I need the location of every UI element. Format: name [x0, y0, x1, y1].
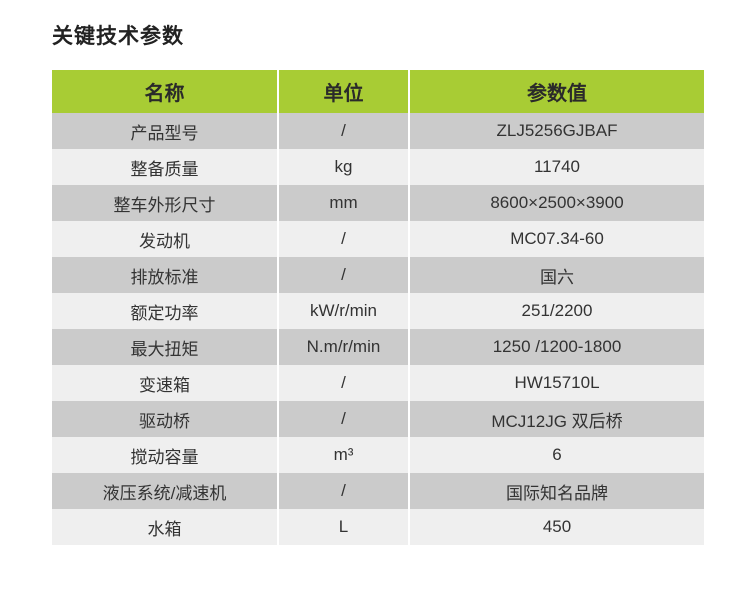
cell-value: 8600×2500×3900	[410, 185, 704, 221]
cell-unit: /	[279, 473, 408, 509]
cell-value: 450	[410, 509, 704, 545]
cell-value: HW15710L	[410, 365, 704, 401]
cell-name: 发动机	[52, 221, 277, 257]
table-row: 排放标准 / 国六	[52, 257, 704, 293]
table-row: 最大扭矩 N.m/r/min 1250 /1200-1800	[52, 329, 704, 365]
cell-unit: N.m/r/min	[279, 329, 408, 365]
cell-unit: /	[279, 401, 408, 437]
cell-value: 11740	[410, 149, 704, 185]
cell-value: 国六	[410, 257, 704, 293]
header-name: 名称	[52, 70, 277, 113]
cell-value: 1250 /1200-1800	[410, 329, 704, 365]
cell-name: 额定功率	[52, 293, 277, 329]
cell-value: 251/2200	[410, 293, 704, 329]
table-row: 发动机 / MC07.34-60	[52, 221, 704, 257]
table-header: 名称 单位 参数值	[52, 70, 704, 113]
cell-unit: L	[279, 509, 408, 545]
cell-name: 液压系统/减速机	[52, 473, 277, 509]
cell-name: 变速箱	[52, 365, 277, 401]
header-value: 参数值	[410, 70, 704, 113]
table-row: 水箱 L 450	[52, 509, 704, 545]
cell-name: 最大扭矩	[52, 329, 277, 365]
table-row: 产品型号 / ZLJ5256GJBAF	[52, 113, 704, 149]
cell-unit: m³	[279, 437, 408, 473]
cell-name: 搅动容量	[52, 437, 277, 473]
cell-name: 排放标准	[52, 257, 277, 293]
cell-value: MCJ12JG 双后桥	[410, 401, 704, 437]
cell-unit: /	[279, 221, 408, 257]
cell-unit: /	[279, 257, 408, 293]
cell-value: 国际知名品牌	[410, 473, 704, 509]
table-row: 整备质量 kg 11740	[52, 149, 704, 185]
cell-name: 整车外形尺寸	[52, 185, 277, 221]
cell-value: 6	[410, 437, 704, 473]
cell-name: 驱动桥	[52, 401, 277, 437]
cell-value: ZLJ5256GJBAF	[410, 113, 704, 149]
table-row: 整车外形尺寸 mm 8600×2500×3900	[52, 185, 704, 221]
cell-unit: kg	[279, 149, 408, 185]
cell-name: 整备质量	[52, 149, 277, 185]
cell-value: MC07.34-60	[410, 221, 704, 257]
table-row: 搅动容量 m³ 6	[52, 437, 704, 473]
cell-unit: /	[279, 365, 408, 401]
table-row: 驱动桥 / MCJ12JG 双后桥	[52, 401, 704, 437]
table-row: 变速箱 / HW15710L	[52, 365, 704, 401]
table-row: 额定功率 kW/r/min 251/2200	[52, 293, 704, 329]
section-title: 关键技术参数	[52, 25, 184, 48]
header-unit: 单位	[279, 70, 408, 113]
cell-unit: mm	[279, 185, 408, 221]
cell-unit: kW/r/min	[279, 293, 408, 329]
spec-table: 名称 单位 参数值 产品型号 / ZLJ5256GJBAF 整备质量 kg 11740 整车…	[52, 70, 704, 545]
cell-name: 水箱	[52, 509, 277, 545]
table-row: 液压系统/减速机 / 国际知名品牌	[52, 473, 704, 509]
cell-name: 产品型号	[52, 113, 277, 149]
cell-unit: /	[279, 113, 408, 149]
